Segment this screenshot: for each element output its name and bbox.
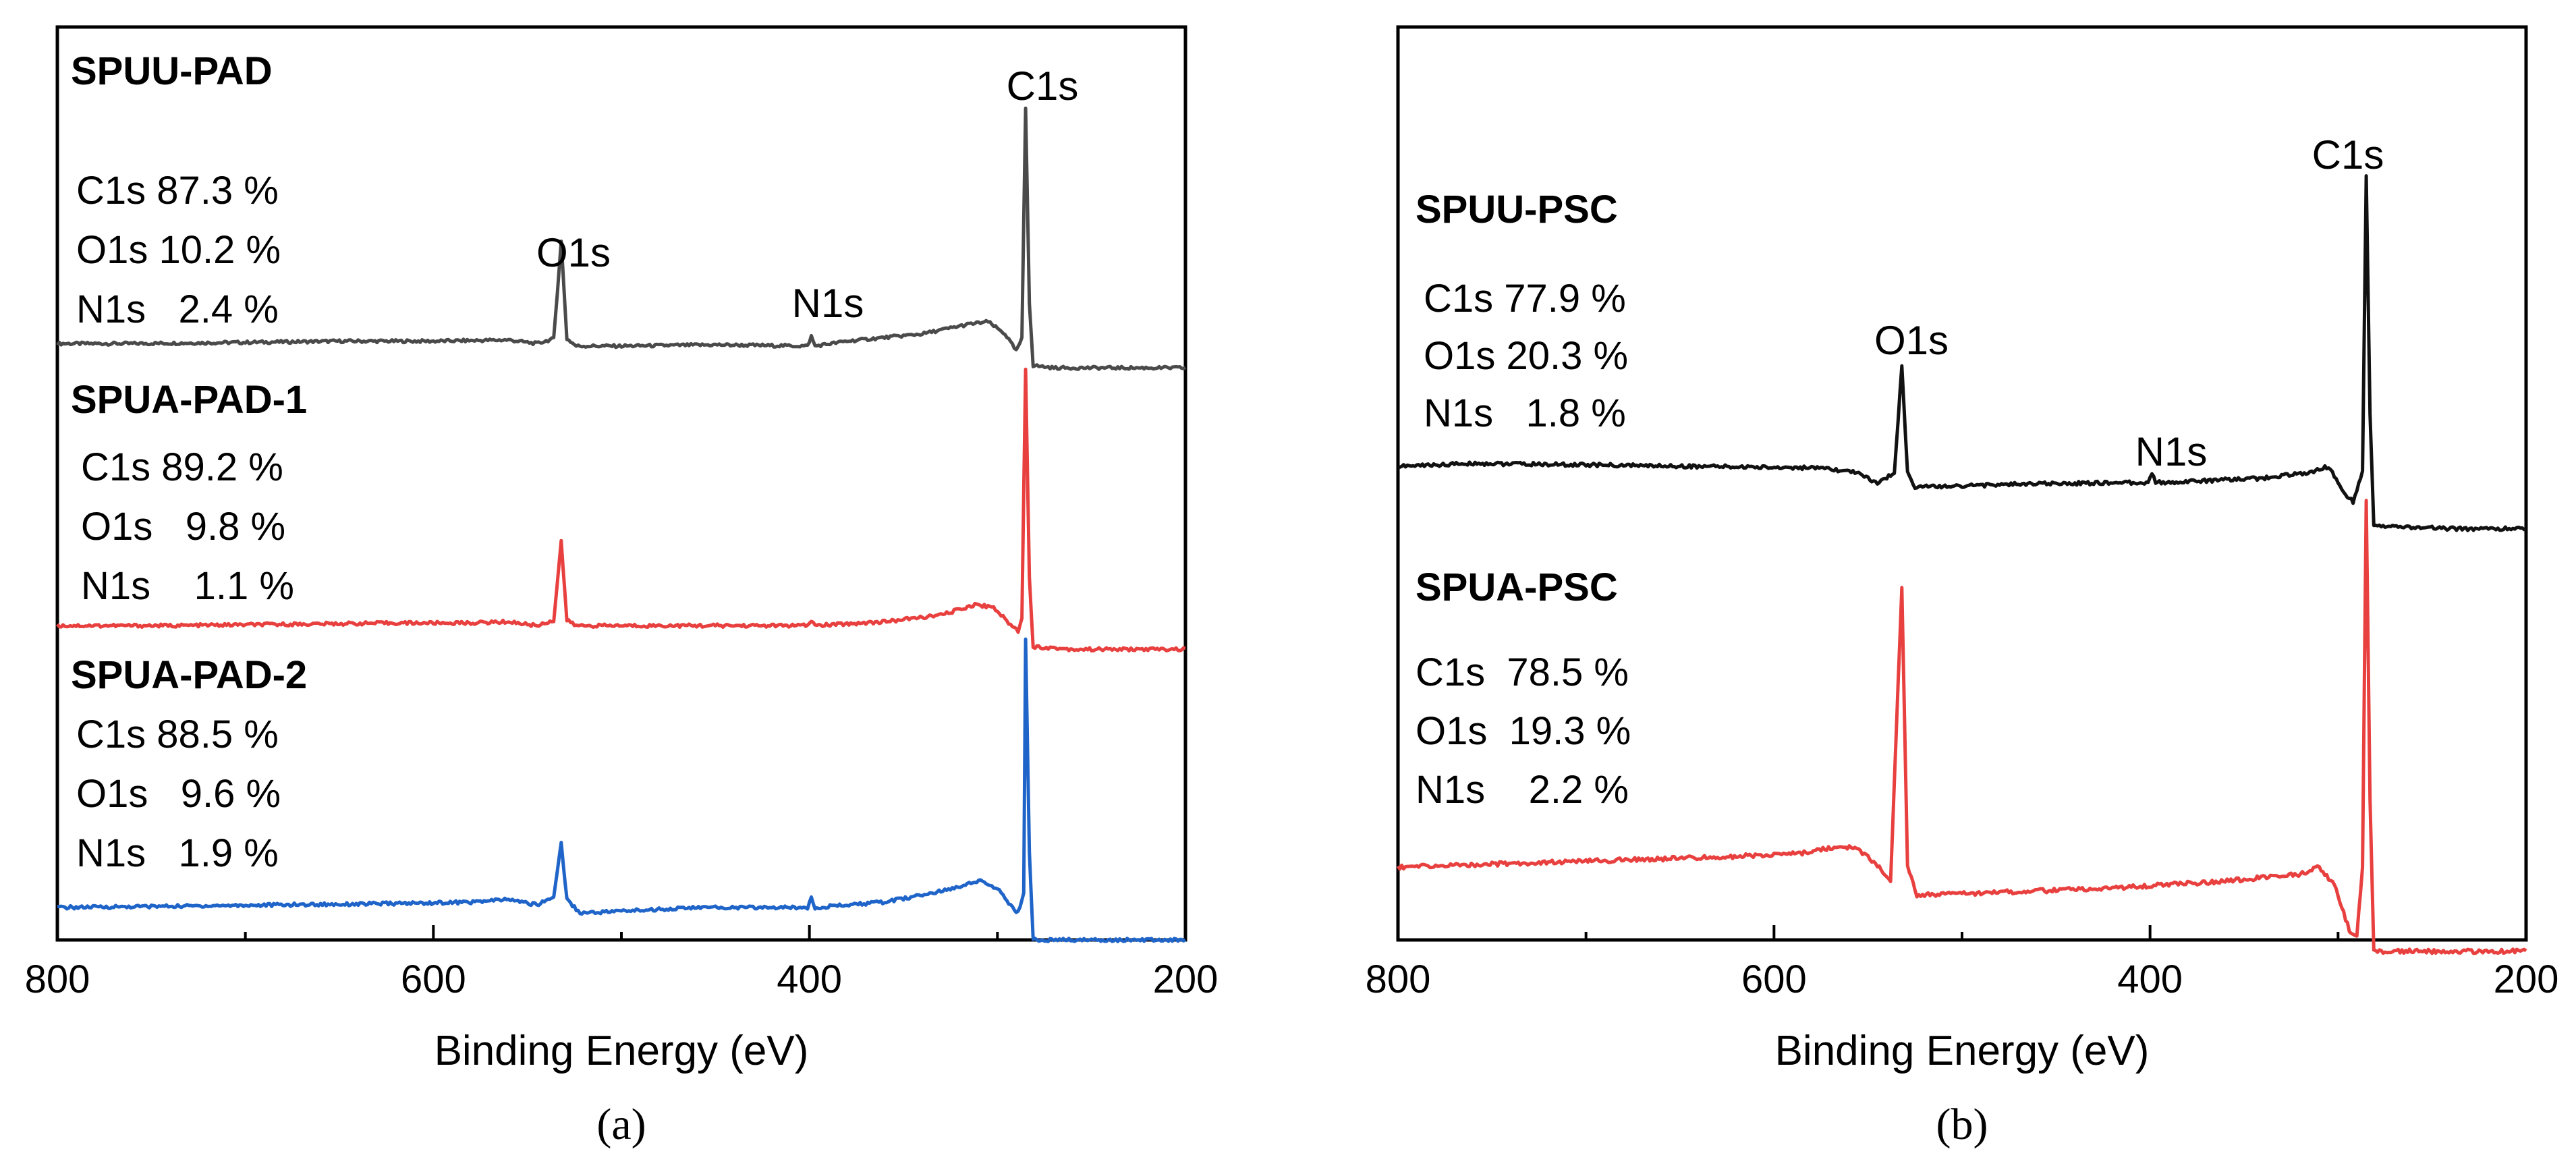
- composition-line: N1s 1.8 %: [1424, 391, 1626, 435]
- panel-label: (b): [1936, 1100, 1988, 1149]
- peak-label-o1s: O1s: [1874, 318, 1949, 363]
- composition-line: N1s 2.2 %: [1416, 768, 1629, 812]
- x-tick-label: 200: [2494, 957, 2559, 1001]
- sample-name: SPUA-PSC: [1416, 565, 1618, 609]
- panel-a: 800 600 400 200 SPUU-PAD C1s 87.3 % O1s 10.…: [25, 25, 1219, 1149]
- x-tick-label: 800: [1366, 957, 1431, 1001]
- series-line: [1397, 174, 2527, 532]
- peak-label-o1s: O1s: [536, 230, 611, 275]
- x-tick-label: 600: [1741, 957, 1807, 1001]
- composition-line: C1s 88.5 %: [76, 713, 279, 756]
- composition-line: N1s 1.1 %: [81, 564, 294, 608]
- x-axis-title: Binding Energy (eV): [435, 1028, 809, 1074]
- x-tick-label: 200: [1153, 957, 1219, 1001]
- series-line: [57, 637, 1187, 943]
- spectra: [55, 106, 1187, 943]
- x-tick-label: 600: [401, 957, 466, 1001]
- panel-b: 800 600 400 200 SPUU-PSC C1s 77.9 % O1s 20.…: [1366, 25, 2559, 1149]
- sample-name: SPUU-PSC: [1416, 188, 1618, 231]
- peak-label-c1s: C1s: [1007, 63, 1079, 109]
- x-tick-label: 400: [777, 957, 842, 1001]
- composition-line: O1s 19.3 %: [1416, 709, 1631, 753]
- peak-label-c1s: C1s: [2312, 132, 2384, 177]
- spectra: [1396, 174, 2527, 955]
- series-line: [56, 367, 1186, 652]
- x-axis: 800 600 400 200: [1366, 925, 2559, 1001]
- sample-name: SPUU-PAD: [71, 49, 273, 93]
- panel-label: (a): [596, 1100, 646, 1149]
- composition-line: O1s 9.8 %: [81, 505, 285, 549]
- series-line: [55, 106, 1187, 371]
- composition-line: O1s 10.2 %: [76, 228, 281, 272]
- composition-line: O1s 9.6 %: [76, 772, 281, 816]
- composition-line: N1s 2.4 %: [76, 287, 279, 331]
- composition-line: N1s 1.9 %: [76, 831, 279, 875]
- composition-line: C1s 87.3 %: [76, 169, 279, 213]
- composition-line: C1s 78.5 %: [1416, 650, 1629, 694]
- sample-name: SPUA-PAD-2: [71, 653, 307, 697]
- composition-line: C1s 89.2 %: [81, 445, 283, 489]
- peak-label-n1s: N1s: [792, 281, 864, 326]
- series-line: [1396, 499, 2527, 955]
- x-axis-title: Binding Energy (eV): [1775, 1028, 2150, 1074]
- composition-line: C1s 77.9 %: [1424, 277, 1626, 321]
- x-axis: 800 600 400 200: [25, 925, 1219, 1001]
- x-tick-label: 800: [25, 957, 90, 1001]
- sample-name: SPUA-PAD-1: [71, 378, 307, 422]
- composition-line: O1s 20.3 %: [1424, 334, 1628, 378]
- peak-label-n1s: N1s: [2135, 429, 2208, 474]
- x-tick-label: 400: [2117, 957, 2183, 1001]
